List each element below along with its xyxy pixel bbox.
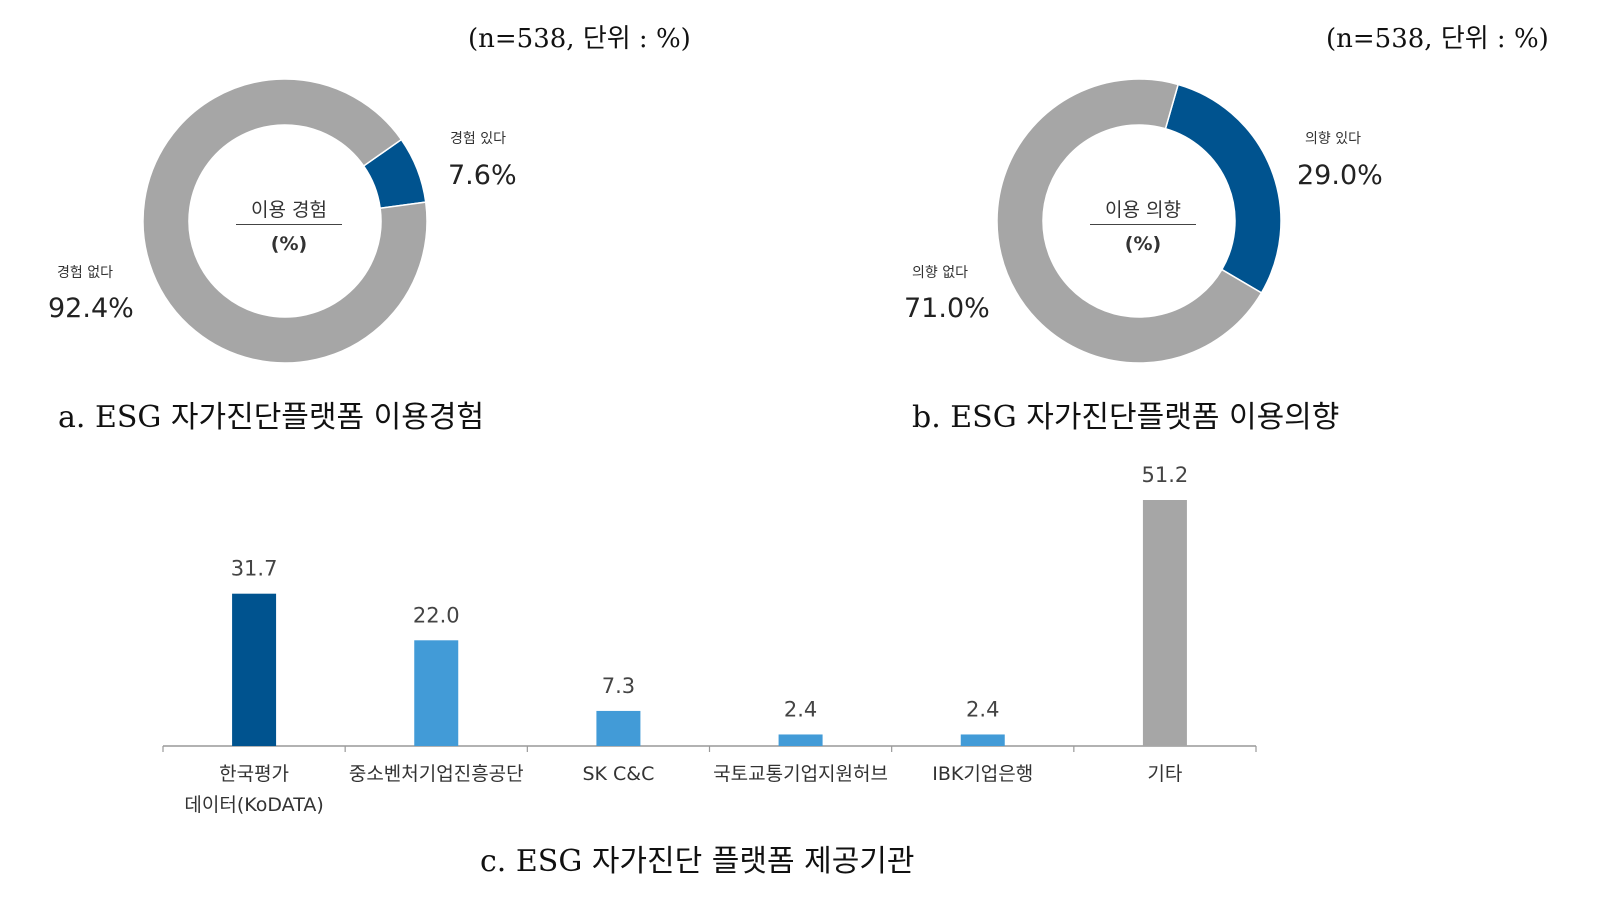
slice-label-not-experienced: 경험 없다 xyxy=(57,265,113,281)
unit-note-b: (n=538, 단위 : %) xyxy=(1326,24,1549,54)
category-label-4: IBK기업은행 xyxy=(932,763,1033,785)
category-label-1: 중소벤처기업진흥공단 xyxy=(349,763,524,785)
slice-value-experienced: 7.6% xyxy=(448,160,517,191)
bar-value-label-4: 2.4 xyxy=(966,697,999,721)
caption-b: b. ESG 자가진단플랫폼 이용의향 xyxy=(912,400,1340,435)
donut-a-slice-1 xyxy=(142,78,428,364)
donut-chart-a xyxy=(142,78,428,364)
donut-chart-b xyxy=(996,78,1282,364)
slice-value-not-experienced: 92.4% xyxy=(48,293,134,324)
donut-center-unit-a: (%) xyxy=(270,233,308,255)
bar-value-label-2: 7.3 xyxy=(602,674,635,698)
slice-label-not-intend: 의향 없다 xyxy=(912,265,968,281)
caption-c: c. ESG 자가진단 플랫폼 제공기관 xyxy=(480,844,915,879)
bar-3 xyxy=(778,734,823,746)
bar-5 xyxy=(1142,500,1187,746)
slice-label-experienced: 경험 있다 xyxy=(450,131,506,147)
slice-value-not-intend: 71.0% xyxy=(904,293,990,324)
category-label-0: 데이터(KoDATA) xyxy=(184,794,323,816)
bar-4 xyxy=(960,734,1005,746)
bar-2 xyxy=(596,710,641,746)
donut-center-title-a: 이용 경험 xyxy=(251,199,327,221)
bar-1 xyxy=(414,640,459,746)
bar-value-label-1: 22.0 xyxy=(413,603,460,627)
donut-b-slice-1 xyxy=(996,78,1263,364)
slice-value-intend: 29.0% xyxy=(1297,160,1383,191)
category-label-5: 기타 xyxy=(1147,763,1182,785)
bar-0 xyxy=(232,593,277,746)
center-divider-a xyxy=(236,224,342,225)
category-label-3: 국토교통기업지원허브 xyxy=(713,763,888,785)
category-label-0: 한국평가 xyxy=(219,763,289,785)
donut-center-title-b: 이용 의향 xyxy=(1105,199,1181,221)
bar-value-label-3: 2.4 xyxy=(784,697,817,721)
center-divider-b xyxy=(1090,224,1196,225)
slice-label-intend: 의향 있다 xyxy=(1305,131,1361,147)
bar-value-label-5: 51.2 xyxy=(1142,463,1189,487)
bar-value-label-0: 31.7 xyxy=(231,557,278,581)
category-label-2: SK C&C xyxy=(582,763,654,785)
unit-note-a: (n=538, 단위 : %) xyxy=(468,24,691,54)
donut-center-unit-b: (%) xyxy=(1124,233,1162,255)
donut-b-slice-0 xyxy=(1164,83,1282,294)
caption-a: a. ESG 자가진단플랫폼 이용경험 xyxy=(58,400,485,435)
